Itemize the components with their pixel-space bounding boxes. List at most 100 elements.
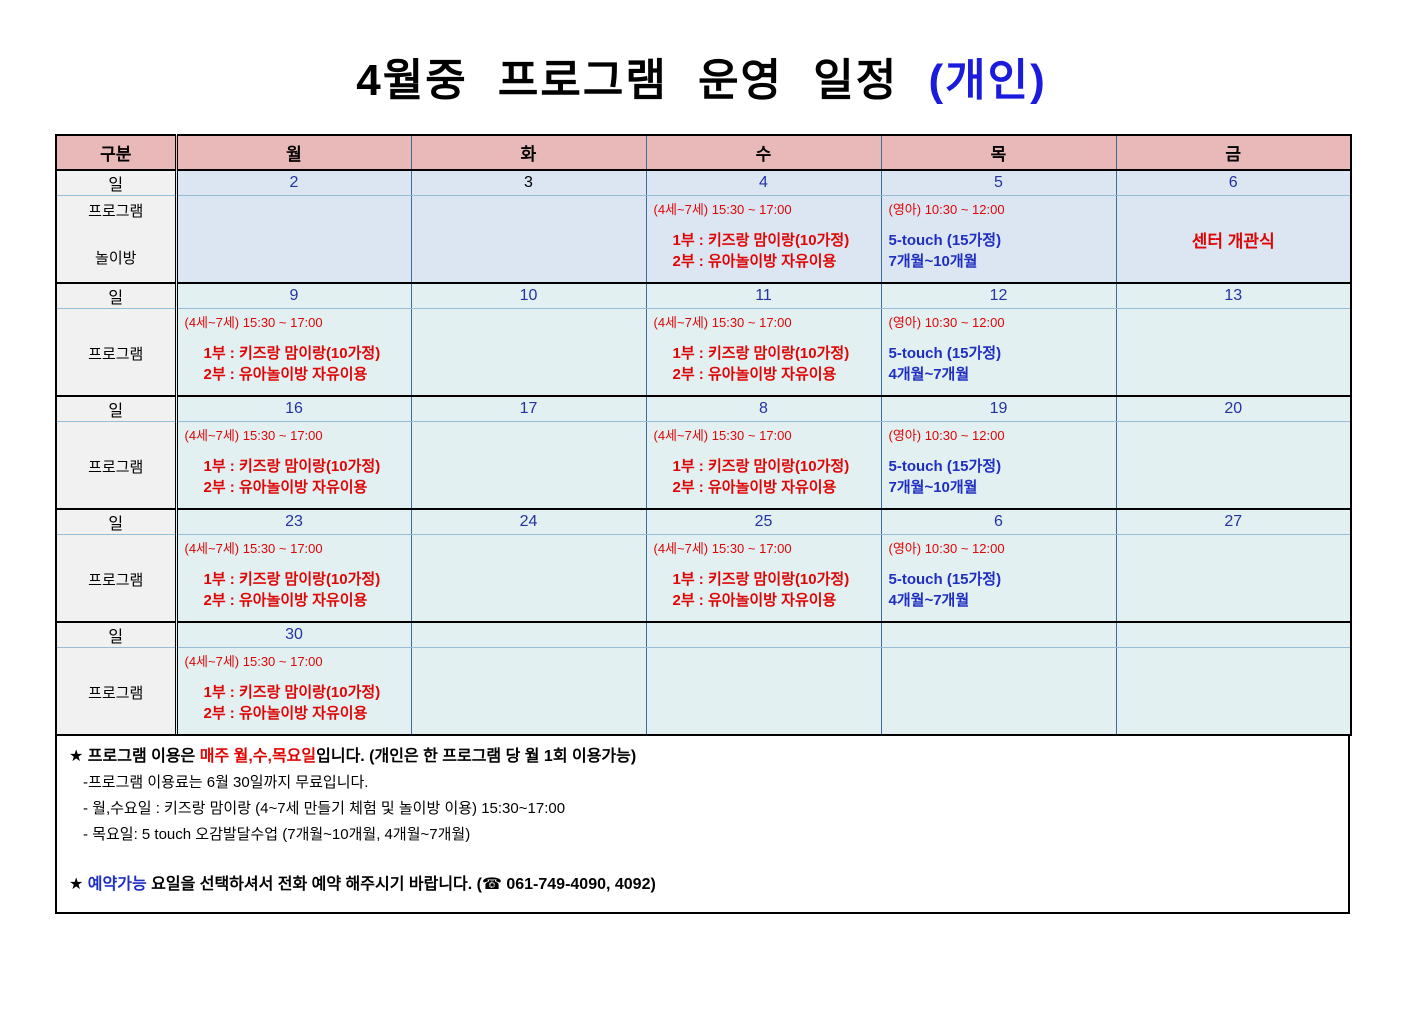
program-cell: (4세~7세) 15:30 ~ 17:00 1부 : 키즈랑 맘이랑(10가정) 2… — [175, 421, 412, 510]
program-line: 2부 : 유아놀이방 자유이용 — [203, 479, 368, 496]
footer-text-segment: 매주 월,수,목요일 — [199, 748, 317, 765]
program-cell — [1115, 647, 1352, 736]
day-row-label: 일 — [55, 622, 178, 648]
program-line: 5-touch (15가정) — [888, 232, 1002, 249]
col-header-category: 구분 — [55, 134, 178, 171]
program-time: (영아) 10:30 ~ 12:00 — [888, 202, 1005, 217]
program-line: 1부 : 키즈랑 맘이랑(10가정) — [203, 458, 381, 475]
program-line: 5-touch (15가정) — [888, 571, 1002, 588]
program-line: 2부 : 유아놀이방 자유이용 — [672, 592, 837, 609]
program-cell: (4세~7세) 15:30 ~ 17:00 1부 : 키즈랑 맘이랑(10가정) 2… — [175, 647, 412, 736]
program-line: 2부 : 유아놀이방 자유이용 — [203, 705, 368, 722]
col-header-weekday: 목 — [880, 134, 1117, 171]
page-title-suffix: (개인) — [928, 56, 1047, 105]
program-cell — [880, 647, 1117, 736]
date-cell: 16 — [175, 396, 412, 422]
week-3-program-row: 프로그램 (4세~7세) 15:30 ~ 17:00 1부 : 키즈랑 맘이랑(10… — [55, 421, 1352, 510]
date-cell: 6 — [880, 509, 1117, 535]
program-cell: (영아) 10:30 ~ 12:00 5-touch (15가정) 7개월~10개월 — [880, 421, 1117, 510]
day-row-label: 일 — [55, 509, 178, 535]
program-line: 5-touch (15가정) — [888, 345, 1002, 362]
program-line: 4개월~7개월 — [888, 366, 970, 383]
footer-line: - 월,수요일 : 키즈랑 맘이랑 (4~7세 만들기 체험 및 놀이방 이용)… — [69, 796, 1336, 822]
program-cell — [410, 195, 647, 284]
program-cell: (영아) 10:30 ~ 12:00 5-touch (15가정) 7개월~10개월 — [880, 195, 1117, 284]
program-line: 2부 : 유아놀이방 자유이용 — [672, 253, 837, 270]
footer-text-segment: 요일을 선택하셔서 전화 예약 해주시기 바랍니다. (☎ 061-749-40… — [146, 876, 656, 893]
week-4-date-row: 일 23 24 25 6 27 — [55, 509, 1352, 535]
week-5-program-row: 프로그램 (4세~7세) 15:30 ~ 17:00 1부 : 키즈랑 맘이랑(10… — [55, 647, 1352, 736]
program-time: (4세~7세) 15:30 ~ 17:00 — [653, 428, 792, 443]
program-row-label: 프로그램 — [55, 421, 178, 510]
program-line: 7개월~10개월 — [888, 253, 978, 270]
date-cell: 30 — [175, 622, 412, 648]
program-cell — [1115, 534, 1352, 623]
program-time: (4세~7세) 15:30 ~ 17:00 — [653, 315, 792, 330]
date-cell: 8 — [645, 396, 882, 422]
program-cell — [410, 534, 647, 623]
program-label: 프로그램 — [88, 346, 144, 363]
spacer — [178, 331, 411, 343]
col-header-weekday: 금 — [1115, 134, 1352, 171]
spacer — [647, 444, 881, 456]
date-cell: 3 — [410, 170, 647, 196]
program-cell — [1115, 308, 1352, 397]
program-cell — [175, 195, 412, 284]
date-cell: 20 — [1115, 396, 1352, 422]
program-line: 1부 : 키즈랑 맘이랑(10가정) — [672, 458, 850, 475]
program-line: 1부 : 키즈랑 맘이랑(10가정) — [672, 345, 850, 362]
footer-text-segment: - 월,수요일 : 키즈랑 맘이랑 (4~7세 만들기 체험 및 놀이방 이용)… — [83, 800, 566, 817]
program-line: 1부 : 키즈랑 맘이랑(10가정) — [672, 232, 850, 249]
spacer — [178, 444, 411, 456]
week-2-date-row: 일 9 10 11 12 13 — [55, 283, 1352, 309]
date-cell — [645, 622, 882, 648]
page-title-main: 4월중 프로그램 운영 일정 — [356, 56, 899, 105]
program-line: 7개월~10개월 — [888, 479, 978, 496]
program-line: 1부 : 키즈랑 맘이랑(10가정) — [203, 571, 381, 588]
footer-text-segment: ★ — [69, 876, 88, 893]
header-row: 구분 월 화 수 목 금 — [55, 134, 1352, 171]
program-time: (4세~7세) 15:30 ~ 17:00 — [184, 428, 323, 443]
program-cell: (4세~7세) 15:30 ~ 17:00 1부 : 키즈랑 맘이랑(10가정) 2… — [645, 308, 882, 397]
program-cell — [410, 647, 647, 736]
program-cell: (4세~7세) 15:30 ~ 17:00 1부 : 키즈랑 맘이랑(10가정) 2… — [645, 534, 882, 623]
day-row-label: 일 — [55, 283, 178, 309]
col-header-weekday: 화 — [410, 134, 647, 171]
spacer — [882, 331, 1116, 343]
date-cell: 12 — [880, 283, 1117, 309]
footer-text-segment: ★ 프로그램 이용은 — [69, 748, 200, 765]
date-cell: 24 — [410, 509, 647, 535]
footer-text-segment: -프로그램 이용료는 6월 30일까지 무료입니다. — [83, 774, 369, 791]
program-time: (4세~7세) 15:30 ~ 17:00 — [653, 541, 792, 556]
program-row-label: 프로그램 — [55, 647, 178, 736]
week-2-program-row: 프로그램 (4세~7세) 15:30 ~ 17:00 1부 : 키즈랑 맘이랑(10… — [55, 308, 1352, 397]
program-row-label: 프로그램 놀이방 — [55, 195, 178, 284]
playroom-label: 놀이방 — [95, 250, 137, 267]
schedule-table: 구분 월 화 수 목 금 일 2 3 4 5 6 프로그램 놀이방 (4세~7세) 15:30 ~ 17:… — [55, 134, 1352, 736]
footer-gap — [69, 848, 1336, 872]
program-label: 프로그램 — [88, 459, 144, 476]
spacer — [178, 557, 411, 569]
date-cell — [410, 622, 647, 648]
program-time: (영아) 10:30 ~ 12:00 — [888, 428, 1005, 443]
date-cell: 23 — [175, 509, 412, 535]
program-cell — [1115, 421, 1352, 510]
program-line: 4개월~7개월 — [888, 592, 970, 609]
footer-text-segment: 예약가능 — [87, 876, 147, 893]
date-cell: 10 — [410, 283, 647, 309]
day-row-label: 일 — [55, 170, 178, 196]
week-3-date-row: 일 16 17 8 19 20 — [55, 396, 1352, 422]
program-line: 2부 : 유아놀이방 자유이용 — [203, 366, 368, 383]
page-title: 4월중 프로그램 운영 일정 (개인) — [0, 44, 1403, 108]
spacer — [647, 331, 881, 343]
program-row-label: 프로그램 — [55, 534, 178, 623]
date-cell: 25 — [645, 509, 882, 535]
program-cell: (영아) 10:30 ~ 12:00 5-touch (15가정) 4개월~7개월 — [880, 534, 1117, 623]
program-time: (영아) 10:30 ~ 12:00 — [888, 315, 1005, 330]
program-line: 2부 : 유아놀이방 자유이용 — [672, 479, 837, 496]
footer-line: -프로그램 이용료는 6월 30일까지 무료입니다. — [69, 770, 1336, 796]
program-cell: 센터 개관식 — [1115, 195, 1352, 284]
footer-line: ★ 프로그램 이용은 매주 월,수,목요일입니다. (개인은 한 프로그램 당 … — [69, 744, 1336, 770]
program-cell — [410, 308, 647, 397]
program-time: (4세~7세) 15:30 ~ 17:00 — [184, 541, 323, 556]
